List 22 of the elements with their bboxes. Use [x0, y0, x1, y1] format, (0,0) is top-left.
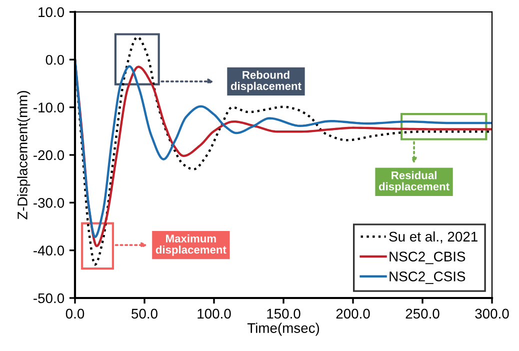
y-tick-label: -40.0 [34, 246, 64, 256]
y-tick-label: -10.0 [34, 102, 64, 112]
legend-label: NSC2_CBIS [390, 252, 466, 264]
legend-label: NSC2_CSIS [390, 272, 466, 284]
x-tick-label: 200.0 [336, 308, 370, 319]
y-tick-label: -30.0 [34, 198, 64, 208]
x-tick-label: 150.0 [267, 308, 300, 319]
y-tick-label: 0.0 [46, 54, 64, 65]
y-tick-label: -50.0 [34, 293, 64, 304]
legend-label: Su et al., 2021 [389, 231, 478, 244]
x-tick-label: 100.0 [198, 308, 231, 319]
x-tick-label: 250.0 [406, 308, 440, 319]
annotation: Residual displacement [378, 171, 450, 193]
annotation: Maximum displacement [156, 234, 226, 256]
x-tick-label: 50.0 [132, 308, 158, 319]
y-tick-label: 10.0 [38, 7, 64, 18]
y-tick-label: -20.0 [34, 150, 64, 160]
annotation: Rebound displacement [230, 70, 302, 92]
x-axis-title: Time(msec) [247, 322, 320, 336]
x-tick-label: 300.0 [475, 308, 509, 319]
y-axis-title: Z-Displacement(mm) [17, 91, 30, 220]
x-tick-label: 0.0 [66, 308, 84, 319]
